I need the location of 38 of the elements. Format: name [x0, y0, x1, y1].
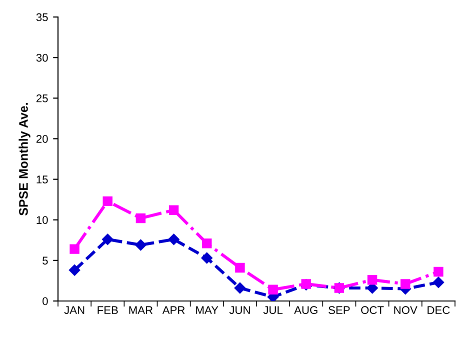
x-tick-label: AUG	[294, 306, 318, 314]
point	[202, 238, 212, 248]
point	[168, 205, 179, 215]
point	[102, 196, 112, 206]
x-tick-label: JUL	[263, 306, 283, 314]
point	[268, 284, 278, 294]
y-tick-label: 20	[36, 134, 48, 143]
point	[367, 275, 378, 285]
point	[168, 234, 180, 245]
point	[234, 282, 246, 294]
point	[102, 234, 114, 245]
point	[136, 213, 146, 224]
point	[135, 239, 146, 251]
y-axis-title: SPSE Monthly Ave.	[18, 103, 30, 216]
point	[432, 276, 444, 288]
x-tick-label: MAR	[129, 306, 153, 314]
x-tick-label: DEC	[428, 306, 450, 314]
point	[70, 244, 80, 254]
x-tick-label: SEP	[328, 306, 350, 314]
point	[400, 279, 410, 289]
x-tick-label: NOV	[394, 306, 418, 314]
y-tick-label: 0	[42, 297, 48, 306]
x-tick-label: JUN	[229, 306, 250, 314]
y-tick-label: 30	[36, 54, 48, 62]
x-tick-label: OCT	[361, 306, 384, 314]
y-tick-label: 35	[36, 13, 48, 22]
point	[235, 262, 245, 273]
y-tick-label: 25	[36, 94, 48, 102]
x-tick-label: FEB	[98, 306, 118, 314]
point	[201, 252, 212, 264]
point	[434, 266, 444, 277]
x-tick-label: APR	[162, 306, 185, 314]
y-tick-label: 5	[42, 256, 48, 265]
x-tick-label: JAN	[64, 306, 84, 314]
y-tick-label: 15	[36, 176, 48, 184]
y-tick-label: 10	[36, 216, 48, 224]
x-tick-label: MAY	[196, 306, 218, 314]
point	[68, 264, 80, 276]
